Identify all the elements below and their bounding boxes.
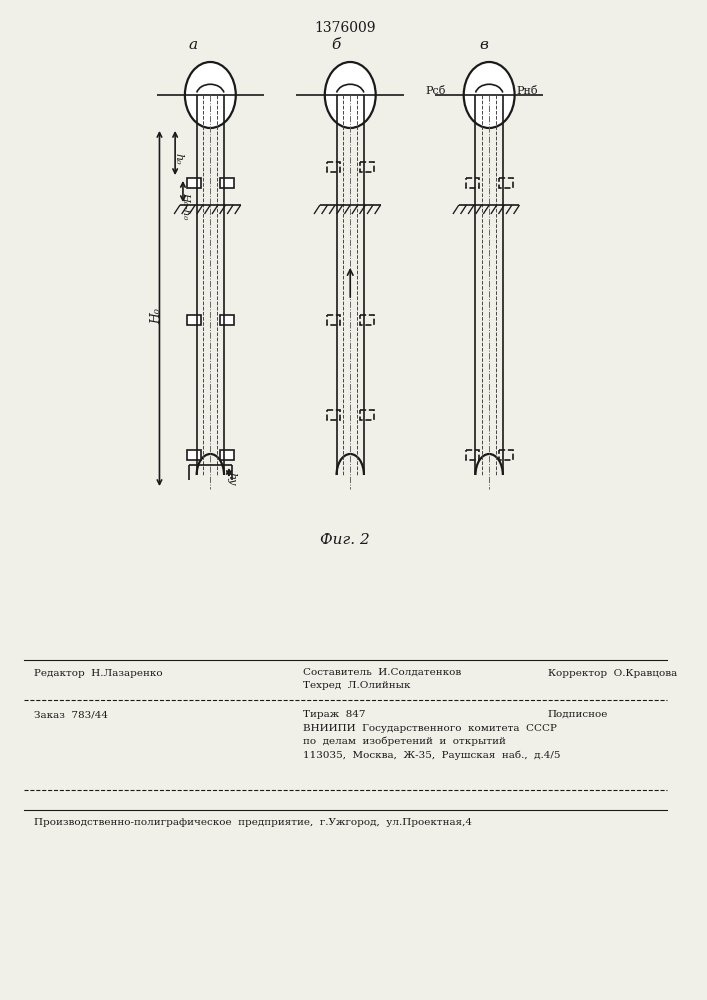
- Bar: [360, 315, 374, 325]
- Ellipse shape: [464, 62, 515, 128]
- Bar: [327, 315, 341, 325]
- Text: по  делам  изобретений  и  открытий: по делам изобретений и открытий: [303, 737, 506, 746]
- Text: ВНИИПИ  Государственного  комитета  СССР: ВНИИПИ Государственного комитета СССР: [303, 724, 557, 733]
- Text: H₀-h₀: H₀-h₀: [182, 192, 190, 219]
- Bar: [499, 450, 513, 460]
- Ellipse shape: [325, 62, 375, 128]
- Text: h₀: h₀: [173, 153, 183, 165]
- Text: Тираж  847: Тираж 847: [303, 710, 366, 719]
- Bar: [220, 315, 234, 325]
- Bar: [187, 178, 201, 188]
- Text: Редактор  Н.Лазаренко: Редактор Н.Лазаренко: [34, 670, 163, 678]
- Bar: [499, 178, 513, 188]
- Text: Pсб: Pсб: [426, 86, 446, 96]
- Text: Заказ  783/44: Заказ 783/44: [34, 710, 108, 719]
- Text: 113035,  Москва,  Ж-35,  Раушская  наб.,  д.4/5: 113035, Москва, Ж-35, Раушская наб., д.4…: [303, 750, 561, 760]
- Bar: [327, 410, 341, 420]
- Bar: [187, 450, 201, 460]
- Bar: [466, 178, 479, 188]
- Bar: [360, 410, 374, 420]
- Text: Техред  Л.Олийнык: Техред Л.Олийнык: [303, 682, 411, 690]
- Text: hу: hу: [227, 473, 237, 486]
- Ellipse shape: [185, 62, 235, 128]
- Bar: [220, 450, 234, 460]
- Text: Pнб: Pнб: [517, 86, 538, 96]
- Text: Корректор  О.Кравцова: Корректор О.Кравцова: [548, 670, 677, 678]
- Bar: [187, 315, 201, 325]
- Text: H₀: H₀: [150, 308, 163, 324]
- Text: б: б: [331, 38, 340, 52]
- Bar: [327, 161, 341, 172]
- Text: в: в: [480, 38, 489, 52]
- Text: Подписное: Подписное: [548, 710, 608, 719]
- Bar: [360, 161, 374, 172]
- Text: Производственно-полиграфическое  предприятие,  г.Ужгород,  ул.Проектная,4: Производственно-полиграфическое предприя…: [34, 818, 472, 827]
- Text: Составитель  И.Солдатенков: Составитель И.Солдатенков: [303, 668, 462, 676]
- Text: 1376009: 1376009: [315, 21, 376, 35]
- Text: a: a: [188, 38, 197, 52]
- Text: Фиг. 2: Фиг. 2: [320, 533, 370, 547]
- Bar: [466, 450, 479, 460]
- Bar: [220, 178, 234, 188]
